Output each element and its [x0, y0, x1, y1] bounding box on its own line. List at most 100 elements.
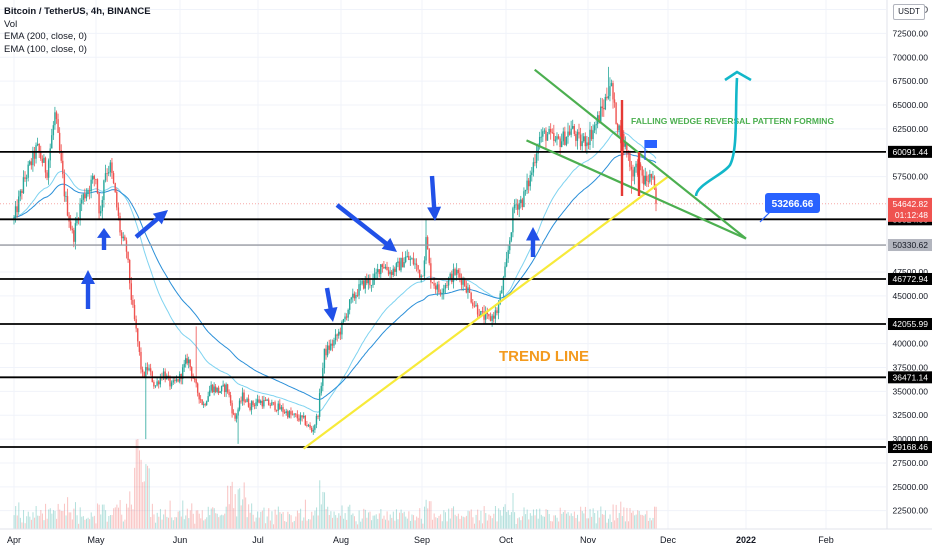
candle-body [476, 304, 479, 315]
ema-200-indicator-label[interactable]: EMA (200, close, 0) [4, 31, 87, 42]
volume-bar [311, 511, 313, 529]
price-tick-label: 40000.00 [893, 339, 929, 349]
volume-bar [171, 517, 173, 529]
volume-bar [67, 497, 69, 529]
candle-body [169, 376, 171, 387]
price-tick-label: 62500.00 [893, 124, 929, 134]
volume-bar [646, 510, 648, 529]
volume-bar [155, 522, 157, 529]
level-price-tag [888, 145, 932, 158]
volume-bar [454, 514, 456, 529]
candle [198, 392, 200, 404]
candle-body [443, 288, 445, 293]
volume-bar [327, 506, 329, 529]
candle [41, 155, 44, 167]
candle-body [328, 345, 330, 350]
candle-body [449, 273, 451, 279]
candle [397, 257, 399, 268]
volume-bar [347, 506, 349, 529]
volume-bar [38, 515, 40, 529]
volume-bar [147, 465, 149, 529]
volume-bar [90, 512, 92, 529]
volume-bar [15, 506, 17, 529]
volume-bar [49, 508, 51, 529]
volume-bar [652, 517, 654, 529]
candle-body [190, 367, 193, 376]
volume-indicator-label[interactable]: Vol [4, 18, 18, 30]
candle [496, 307, 498, 316]
volume-bar [341, 505, 343, 529]
candle-body [372, 278, 374, 286]
volume-bar [521, 516, 523, 529]
candle-body [303, 415, 305, 418]
candle-body [604, 96, 607, 110]
volume-bar [127, 507, 129, 529]
candle-body [193, 378, 196, 380]
volume-bar [167, 517, 169, 529]
volume-bar [548, 514, 550, 529]
volume-bar [314, 510, 316, 529]
candle-body [106, 173, 108, 174]
volume-bar [403, 511, 405, 529]
price-tick-label: 25000.00 [893, 482, 929, 492]
candle-body [137, 328, 139, 342]
candle [137, 327, 139, 347]
volume-bar [57, 503, 59, 529]
volume-bar [92, 516, 94, 529]
price-tick-label: 47500.00 [893, 267, 929, 277]
volume-bar [222, 515, 224, 529]
candle [246, 397, 248, 403]
candle [575, 130, 577, 147]
volume-bar [317, 515, 319, 529]
candle [91, 173, 94, 184]
candle-body [124, 236, 126, 241]
candle-body [641, 166, 643, 176]
candle [98, 192, 100, 220]
candle [27, 161, 29, 182]
candle-body [29, 161, 31, 165]
candle-body [644, 175, 646, 185]
volume-bar [507, 510, 509, 529]
candle-body [99, 211, 102, 214]
candle-body [241, 392, 244, 401]
volume-bar [331, 517, 333, 529]
candle-body [80, 199, 83, 204]
volume-bar [493, 513, 495, 529]
candle [581, 133, 583, 151]
volume-bar [130, 504, 132, 529]
candle-body [494, 310, 497, 319]
volume-bar [346, 519, 348, 529]
candle [323, 348, 326, 374]
candle [82, 193, 84, 205]
candle [370, 284, 373, 292]
volume-bar [623, 507, 625, 529]
candle-body [438, 284, 440, 293]
candle [389, 266, 391, 279]
volume-bar [575, 518, 577, 529]
currency-button[interactable]: USDT [893, 4, 925, 20]
candle-body [595, 124, 597, 126]
volume-bar [449, 518, 451, 529]
candle-body [172, 380, 174, 383]
ema-100-indicator-label[interactable]: EMA (100, close, 0) [4, 43, 87, 55]
candle-body [478, 314, 480, 318]
volume-bar [293, 520, 295, 529]
candle [415, 258, 418, 272]
candle [330, 339, 332, 352]
volume-bar [249, 512, 251, 529]
candle-body [431, 282, 434, 284]
volume-bar [163, 514, 165, 529]
volume-bar [140, 459, 142, 529]
symbol-label[interactable]: Bitcoin / TetherUS, 4h, BINANCE [4, 6, 151, 17]
candle [252, 400, 254, 408]
candle [71, 225, 73, 234]
candle [30, 158, 33, 170]
candle-body [16, 206, 18, 213]
volume-bar [281, 513, 283, 529]
candle [618, 124, 620, 137]
volume-bar [525, 514, 527, 529]
candle-body [472, 302, 474, 306]
candle-body [439, 292, 442, 294]
volume-bar [595, 523, 597, 529]
